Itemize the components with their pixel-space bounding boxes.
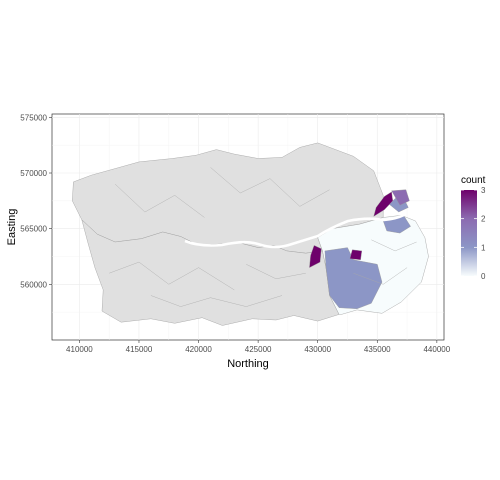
- ward-boundary: [114, 183, 205, 218]
- y-axis-title: Easting: [6, 209, 18, 246]
- x-axis-title: Northing: [227, 358, 269, 370]
- ward-boundary: [371, 239, 417, 252]
- river-line: [184, 213, 405, 249]
- legend-tick-label: 3: [481, 186, 486, 195]
- legend-title: count: [461, 175, 486, 186]
- legend-ticks: 0 1 2 3: [461, 186, 486, 281]
- ward-boundary: [210, 167, 330, 207]
- x-tick-label: 410000: [66, 345, 93, 354]
- ward-boundary: [246, 264, 306, 280]
- legend-tick-label: 2: [481, 215, 486, 224]
- legend-colorbar: [461, 190, 477, 276]
- region-central-count-3: [349, 249, 363, 261]
- x-tick-label: 415000: [126, 345, 153, 354]
- y-tick-label: 570000: [20, 169, 47, 178]
- region-north-east-count-2: [391, 189, 410, 206]
- ward-boundary: [109, 261, 235, 291]
- x-tick-label: 440000: [423, 345, 450, 354]
- y-tick-label: 560000: [20, 280, 47, 289]
- y-tick-label: 565000: [20, 225, 47, 234]
- x-tick-label: 430000: [304, 345, 331, 354]
- axis-ticks: 410000 415000 420000 425000 430000 435000 4400…: [20, 113, 450, 354]
- region-east-count-3-a: [373, 191, 394, 217]
- river: [184, 213, 405, 249]
- ward-boundary: [353, 267, 408, 285]
- y-tick-label: 575000: [20, 113, 47, 122]
- x-tick-label: 435000: [364, 345, 391, 354]
- x-tick-label: 420000: [185, 345, 212, 354]
- legend-tick-label: 1: [481, 243, 486, 252]
- region-west-count-3: [309, 245, 322, 268]
- x-tick-label: 425000: [245, 345, 272, 354]
- ward-boundary: [150, 295, 283, 307]
- legend-tick-label: 0: [481, 272, 486, 281]
